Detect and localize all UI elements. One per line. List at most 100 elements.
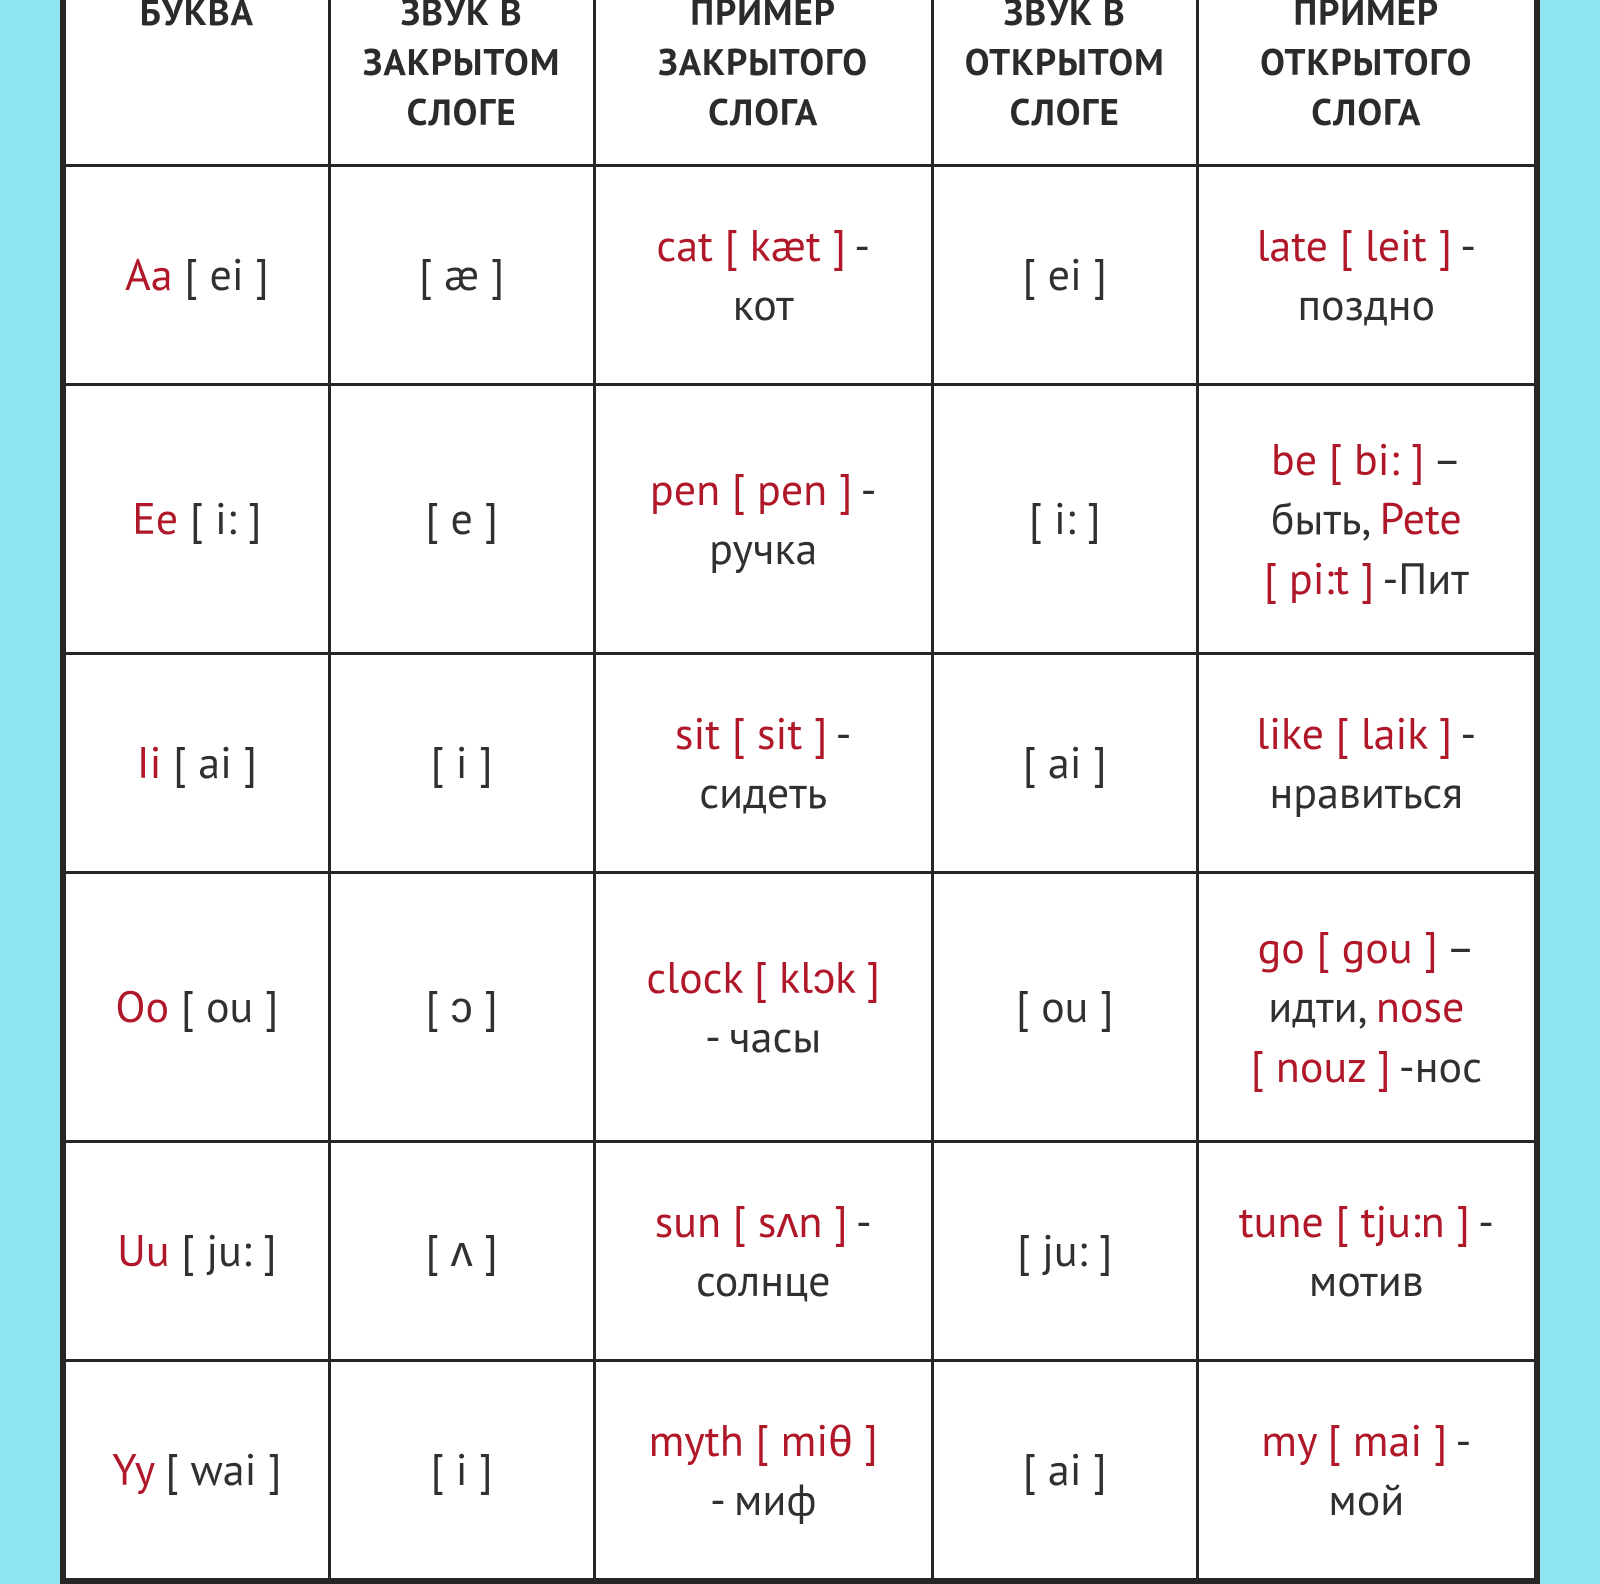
letter-ipa: [ ai ] <box>161 734 257 791</box>
closed-word: sun <box>655 1193 721 1250</box>
cell-open-sound: [ ei ] <box>932 165 1197 384</box>
header-text: ЗВУК В <box>401 0 523 36</box>
closed-translation: ручка <box>709 520 817 577</box>
table-row: Ii [ ai ][ i ]sit [ sit ] -сидеть[ ai ]l… <box>65 653 1536 872</box>
open-translation2: -нос <box>1399 1038 1482 1095</box>
open-sound: [ i: ] <box>1029 490 1101 547</box>
header-text: ЗАКРЫТОМ <box>363 38 560 86</box>
cell-letter: Ee [ i: ] <box>65 384 330 653</box>
header-text: ПРИМЕР <box>1294 0 1440 36</box>
cell-closed-example: sun [ sʌn ] -солнце <box>594 1141 932 1360</box>
cell-letter: Oo [ ou ] <box>65 872 330 1141</box>
cell-closed-example: myth [ miθ ]- миф <box>594 1360 932 1579</box>
letter-red: Yy <box>112 1441 153 1498</box>
open-sound: [ ju: ] <box>1017 1222 1112 1279</box>
open-word-ipa: [ gou ] <box>1305 919 1446 976</box>
letter-red: Uu <box>117 1222 169 1279</box>
closed-word-ipa: [ miθ ] <box>744 1412 878 1469</box>
closed-translation: - часы <box>705 1008 821 1065</box>
closed-sound: [ ʌ ] <box>426 1222 498 1279</box>
open-word2: Pete <box>1380 490 1462 547</box>
letter-ipa: [ i: ] <box>178 490 261 547</box>
open-sound: [ ou ] <box>1016 978 1114 1035</box>
open-translation-pre: идти, <box>1268 978 1376 1035</box>
cell-letter: Ii [ ai ] <box>65 653 330 872</box>
open-translation: нравиться <box>1270 764 1464 821</box>
cell-open-example: tune [ tju:n ] -мотив <box>1197 1141 1535 1360</box>
closed-dash: - <box>856 1193 872 1250</box>
open-translation: мой <box>1328 1471 1404 1528</box>
closed-word-ipa: [ pen ] <box>720 461 860 518</box>
table-row: Yy [ wai ] [ i ] myth [ miθ ]- миф [ ai ] my… <box>65 1360 1536 1579</box>
cell-open-example: go [ gou ] –идти, nose[ nouz ] -нос <box>1197 872 1535 1141</box>
vowel-table: БУКВА ЗВУК В ЗАКРЫТОМ СЛОГЕ ПРИМЕР ЗАКРЫ… <box>63 0 1537 1581</box>
cell-letter: Yy [ wai ] <box>65 1360 330 1579</box>
cell-closed-sound: [ æ ] <box>329 165 594 384</box>
cell-closed-example: cat [ kæt ] -кот <box>594 165 932 384</box>
header-text: СЛОГА <box>1311 88 1421 136</box>
header-row: БУКВА ЗВУК В ЗАКРЫТОМ СЛОГЕ ПРИМЕР ЗАКРЫ… <box>65 0 1536 165</box>
letter-red: Ii <box>137 734 162 791</box>
open-translation: мотив <box>1309 1252 1424 1309</box>
open-translation: поздно <box>1297 276 1435 333</box>
cell-open-sound: [ ai ] <box>932 1360 1197 1579</box>
cell-open-sound: [ i: ] <box>932 384 1197 653</box>
closed-word-ipa: [ klɔk ] <box>742 949 880 1006</box>
table-row: Aa [ ei ] [ æ ] cat [ kæt ] -кот [ ei ] late… <box>65 165 1536 384</box>
open-word-ipa: [ mai ] <box>1316 1412 1456 1469</box>
closed-translation: кот <box>733 276 794 333</box>
closed-word: myth <box>649 1412 744 1469</box>
closed-sound: [ æ ] <box>419 246 504 303</box>
open-word2: nose <box>1376 978 1465 1035</box>
header-text: ЗАКРЫТОГО <box>658 38 868 86</box>
closed-sound: [ i ] <box>431 1441 493 1498</box>
cell-open-example: late [ leit ] -поздно <box>1197 165 1535 384</box>
closed-sound: [ i ] <box>431 734 493 791</box>
header-text: ПРИМЕР <box>690 0 836 36</box>
header-text: СЛОГА <box>708 88 818 136</box>
cell-closed-sound: [ ʌ ] <box>329 1141 594 1360</box>
open-dash: - <box>1478 1193 1494 1250</box>
letter-ipa: [ wai ] <box>154 1441 282 1498</box>
open-dash: - <box>1460 705 1476 762</box>
open-word-ipa: [ laik ] <box>1324 705 1460 762</box>
closed-word: clock <box>646 949 742 1006</box>
header-text: СЛОГЕ <box>1010 88 1120 136</box>
open-translation-pre: быть, <box>1271 490 1380 547</box>
closed-sound: [ ɔ ] <box>426 978 498 1035</box>
open-dash: - <box>1456 1412 1472 1469</box>
cell-closed-example: pen [ pen ] -ручка <box>594 384 932 653</box>
table-row: Ee [ i: ][ e ]pen [ pen ] -ручка[ i: ]be… <box>65 384 1536 653</box>
cell-closed-example: clock [ klɔk ]- часы <box>594 872 932 1141</box>
open-dash: - <box>1460 217 1476 274</box>
table-row: Uu [ ju: ] [ ʌ ] sun [ sʌn ] -солнце [ ju: … <box>65 1141 1536 1360</box>
open-dash: – <box>1433 431 1462 488</box>
letter-ipa: [ ou ] <box>169 978 278 1035</box>
closed-word: pen <box>650 461 720 518</box>
header-text: БУКВА <box>140 0 254 36</box>
closed-translation: сидеть <box>699 764 827 821</box>
cell-open-sound: [ ju: ] <box>932 1141 1197 1360</box>
cell-closed-sound: [ i ] <box>329 653 594 872</box>
open-sound: [ ai ] <box>1023 1441 1107 1498</box>
cell-letter: Uu [ ju: ] <box>65 1141 330 1360</box>
cell-closed-sound: [ i ] <box>329 1360 594 1579</box>
cell-letter: Aa [ ei ] <box>65 165 330 384</box>
open-word2-ipa: [ pi:t ] <box>1264 550 1383 607</box>
cell-open-sound: [ ai ] <box>932 653 1197 872</box>
closed-translation: солнце <box>696 1252 831 1309</box>
open-sound: [ ei ] <box>1023 246 1107 303</box>
closed-word: cat <box>656 217 713 274</box>
closed-dash: - <box>836 705 852 762</box>
closed-word: sit <box>675 705 720 762</box>
cell-open-sound: [ ou ] <box>932 872 1197 1141</box>
open-word-ipa: [ leit ] <box>1328 217 1460 274</box>
open-dash: – <box>1446 919 1475 976</box>
open-word: be <box>1271 431 1317 488</box>
open-word-ipa: [ bi: ] <box>1317 431 1432 488</box>
header-closed-sound: ЗВУК В ЗАКРЫТОМ СЛОГЕ <box>329 0 594 165</box>
letter-ipa: [ ju: ] <box>170 1222 277 1279</box>
open-word: go <box>1258 919 1305 976</box>
header-text: СЛОГЕ <box>407 88 517 136</box>
letter-ipa: [ ei ] <box>173 246 269 303</box>
